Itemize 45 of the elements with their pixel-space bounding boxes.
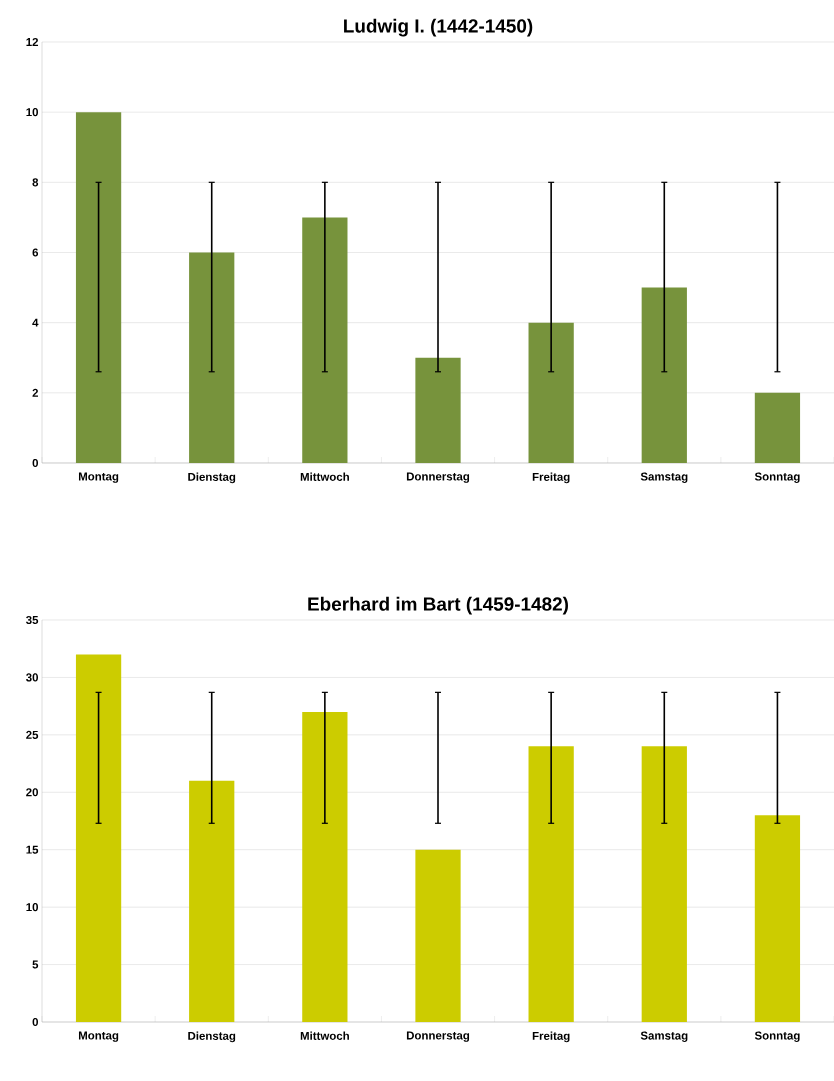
y-tick-label: 35 <box>26 615 39 625</box>
y-tick-label: 0 <box>32 1017 39 1027</box>
y-tick-label: 15 <box>26 845 39 854</box>
bar <box>302 711 348 1022</box>
y-tick-label: 12 <box>26 37 39 46</box>
x-tick-label: Freitag <box>532 1031 570 1043</box>
bar <box>754 815 801 1022</box>
bar <box>415 849 461 1022</box>
x-tick-label: Donnerstag <box>406 472 470 483</box>
bar <box>302 217 348 463</box>
chart-title: Ludwig I. (1442-1450) <box>344 18 533 37</box>
bar <box>189 780 235 1022</box>
bar <box>528 746 574 1022</box>
y-tick-label: 2 <box>32 388 39 397</box>
y-tick-label: 4 <box>32 318 39 327</box>
bar <box>528 322 574 463</box>
x-tick-label: Donnerstag <box>406 1031 470 1042</box>
x-tick-label: Montag <box>78 1031 119 1042</box>
x-tick-label: Mittwoch <box>300 472 349 481</box>
x-tick-label: Freitag <box>532 472 570 484</box>
chart-title: Eberhard im Bart (1459-1482) <box>308 596 568 615</box>
x-tick-label: Montag <box>78 472 119 483</box>
bar <box>415 357 461 463</box>
x-tick-label: Samstag <box>640 1031 688 1042</box>
y-tick-label: 5 <box>32 960 39 969</box>
x-tick-label: Dienstag <box>188 1031 236 1043</box>
y-tick-label: 8 <box>32 178 39 187</box>
y-tick-label: 25 <box>26 730 39 739</box>
x-tick-label: Samstag <box>640 472 688 483</box>
x-tick-label: Mittwoch <box>300 1031 349 1040</box>
y-tick-label: 10 <box>26 903 39 912</box>
y-tick-label: 20 <box>26 788 39 797</box>
x-tick-label: Dienstag <box>188 472 236 484</box>
bar <box>641 287 687 463</box>
x-tick-label: Sonntag <box>754 1031 800 1042</box>
x-tick-label: Sonntag <box>754 472 800 483</box>
y-tick-label: 10 <box>26 108 39 117</box>
bar <box>189 252 235 463</box>
y-tick-label: 6 <box>32 248 39 257</box>
bar <box>75 654 122 1022</box>
y-tick-label: 0 <box>32 458 39 468</box>
bar <box>641 746 687 1022</box>
y-tick-label: 30 <box>26 673 39 682</box>
bar <box>754 392 801 463</box>
bar <box>75 112 122 463</box>
